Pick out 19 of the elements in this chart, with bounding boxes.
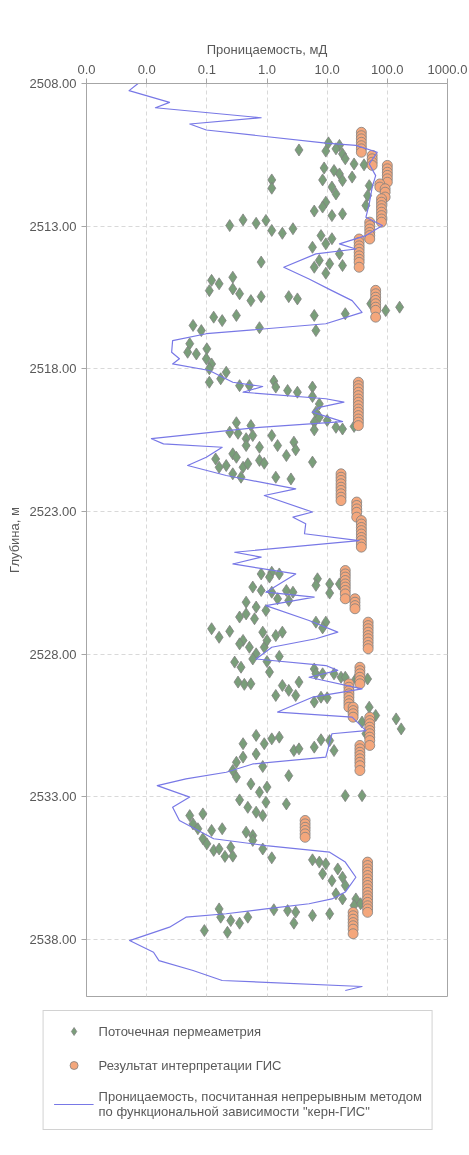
y-tick-label: 2533.00 (29, 789, 77, 805)
y-tick-label: 2523.00 (29, 503, 77, 519)
y-tick-label: 2518.00 (29, 361, 77, 377)
y-tick-label: 2538.00 (29, 931, 77, 947)
x-tick-label: 0.1 (197, 61, 216, 77)
x-tick-label: 0.0 (137, 61, 156, 77)
legend-label: Поточечная пермеаметрия (98, 1023, 262, 1039)
x-tick-label: 1.0 (257, 61, 277, 77)
legend-label: Результат интерпретации ГИС (98, 1057, 282, 1073)
y-axis-title: Глубина, м (6, 507, 22, 573)
y-tick-label: 2513.00 (29, 218, 77, 234)
x-axis-title: Проницаемость, мД (206, 41, 328, 57)
x-tick-label: 10.0 (314, 61, 340, 77)
y-tick-label: 2508.00 (29, 76, 77, 91)
x-tick-label: 1000.0 (427, 61, 468, 77)
x-tick-label: 100.0 (371, 61, 404, 77)
y-tick-label: 2528.00 (29, 646, 77, 662)
legend-label: Проницаемость, посчитанная непрерывным методом по функциональной зависимости "керн-ГИС" (98, 1089, 422, 1119)
x-tick-label: 0.0 (77, 61, 96, 77)
